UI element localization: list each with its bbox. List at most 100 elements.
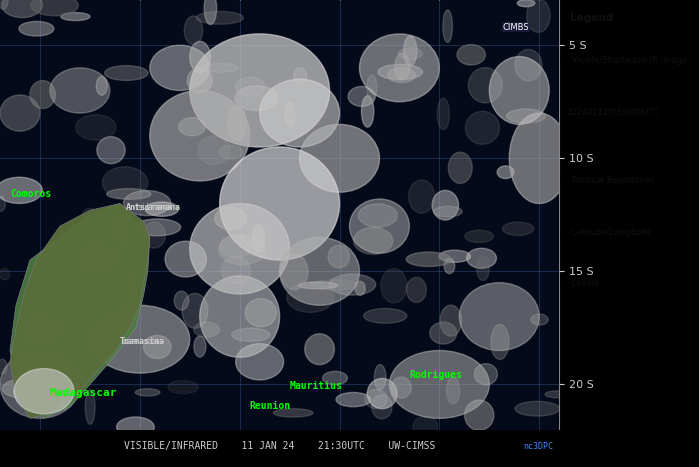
Ellipse shape [444,258,455,274]
Ellipse shape [443,10,452,42]
Ellipse shape [372,395,392,419]
Ellipse shape [503,222,534,235]
Ellipse shape [328,246,350,268]
Ellipse shape [465,400,494,430]
Ellipse shape [406,277,426,303]
Polygon shape [10,204,150,418]
Ellipse shape [378,64,422,80]
Ellipse shape [395,53,410,79]
Ellipse shape [440,305,461,336]
Ellipse shape [204,0,217,25]
Ellipse shape [305,334,334,365]
Ellipse shape [219,235,253,257]
Ellipse shape [0,0,8,9]
Ellipse shape [298,282,338,289]
Text: Madagascar: Madagascar [50,388,117,398]
Ellipse shape [235,86,278,111]
Ellipse shape [311,280,358,290]
Ellipse shape [437,99,449,130]
Ellipse shape [117,417,154,437]
Ellipse shape [150,45,210,91]
Ellipse shape [126,275,137,306]
Ellipse shape [465,230,493,242]
Ellipse shape [468,68,503,103]
Ellipse shape [14,368,74,414]
Ellipse shape [182,293,208,328]
Ellipse shape [287,283,334,312]
Ellipse shape [515,50,542,81]
Ellipse shape [273,409,313,417]
Ellipse shape [0,351,80,418]
Ellipse shape [222,257,250,283]
Ellipse shape [2,379,42,398]
Ellipse shape [280,237,359,305]
Ellipse shape [174,291,189,310]
Ellipse shape [82,208,99,224]
Ellipse shape [201,64,238,72]
Ellipse shape [96,77,108,95]
Ellipse shape [189,34,329,147]
Ellipse shape [374,364,386,390]
Ellipse shape [367,75,377,101]
Ellipse shape [359,34,440,102]
Ellipse shape [102,167,147,198]
Ellipse shape [365,389,387,409]
Ellipse shape [391,377,411,398]
Ellipse shape [105,66,148,80]
Ellipse shape [0,95,40,131]
Text: Comoros: Comoros [10,189,51,199]
Ellipse shape [200,276,280,357]
Ellipse shape [432,191,459,220]
Ellipse shape [150,91,250,181]
Ellipse shape [179,118,206,136]
Ellipse shape [61,13,90,21]
Ellipse shape [194,336,206,357]
Ellipse shape [245,298,277,327]
Ellipse shape [398,48,423,59]
Ellipse shape [433,206,462,217]
Ellipse shape [280,254,308,290]
Text: - Labels: - Labels [566,279,599,288]
Text: nc3DPC: nc3DPC [524,442,554,451]
Ellipse shape [0,269,10,280]
Ellipse shape [2,0,43,18]
Text: Mauritius: Mauritius [289,381,343,391]
Text: Legend: Legend [570,13,614,23]
Ellipse shape [329,274,375,295]
Ellipse shape [115,210,127,246]
Ellipse shape [227,106,247,141]
Text: Rodrigues: Rodrigues [410,369,462,380]
Ellipse shape [531,314,548,325]
Ellipse shape [387,68,415,83]
Text: 20240112/083000UTC: 20240112/083000UTC [566,107,659,116]
Ellipse shape [448,152,473,184]
Ellipse shape [145,202,178,216]
Ellipse shape [355,281,366,295]
Ellipse shape [97,137,125,164]
Text: CIMBS: CIMBS [503,22,529,32]
Ellipse shape [165,241,206,277]
Ellipse shape [0,177,43,204]
Ellipse shape [79,266,111,289]
Ellipse shape [0,196,6,212]
Ellipse shape [168,381,199,394]
Text: Toamasina: Toamasina [120,337,165,346]
Ellipse shape [381,269,407,303]
Polygon shape [10,204,150,418]
Ellipse shape [235,77,265,96]
Ellipse shape [215,207,246,229]
Ellipse shape [252,225,265,252]
Ellipse shape [510,113,569,204]
Ellipse shape [219,145,243,159]
Ellipse shape [348,86,375,106]
Ellipse shape [439,250,470,262]
Text: VISIBLE/INFRARED    11 JAN 24    21:30UTC    UW-CIMSS: VISIBLE/INFRARED 11 JAN 24 21:30UTC UW-C… [124,441,435,452]
Ellipse shape [350,199,410,253]
Ellipse shape [515,401,560,416]
Ellipse shape [78,243,119,273]
Ellipse shape [466,111,500,144]
Ellipse shape [367,378,397,409]
Text: Toamasina: Toamasina [120,337,161,346]
Ellipse shape [507,109,545,123]
Ellipse shape [189,204,289,294]
